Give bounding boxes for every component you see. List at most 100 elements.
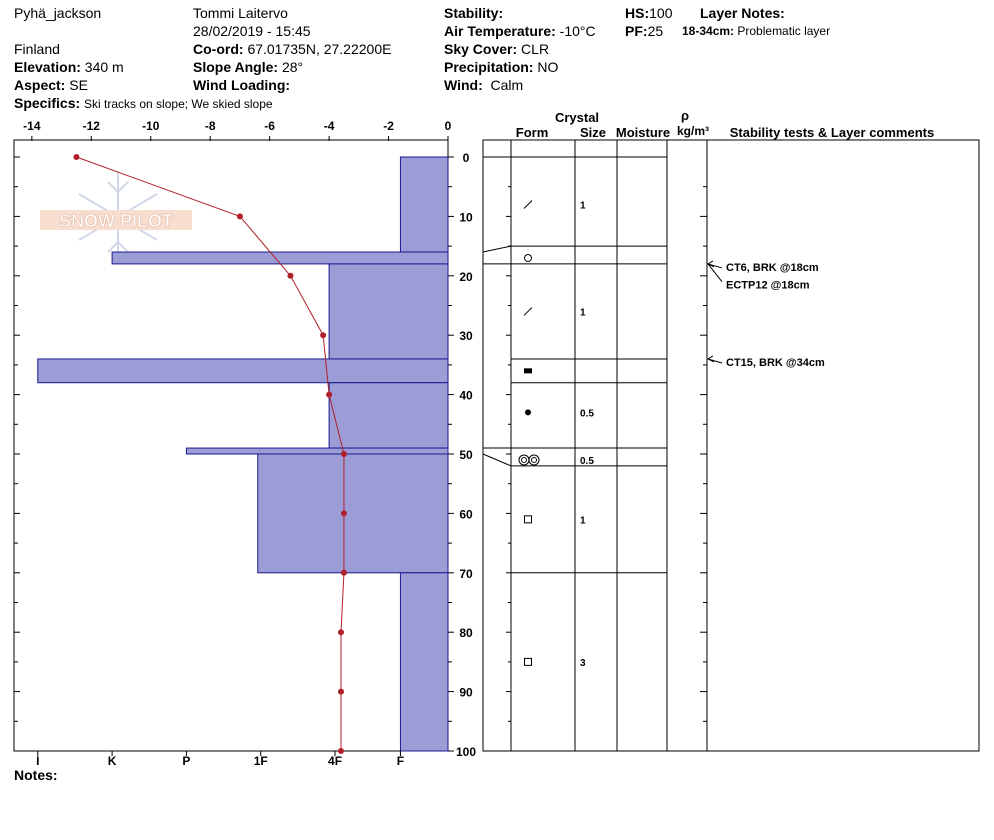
hardness-bar-7	[399, 572, 449, 752]
precip-label: Precipitation:	[444, 59, 534, 75]
hardness-tick-label: 4F	[328, 754, 342, 768]
precipitation: Precipitation: NO	[444, 58, 558, 76]
slope-angle: Slope Angle: 28°	[193, 58, 303, 76]
hardness-bar-3	[37, 358, 449, 384]
crystal-form-double-circle-icon	[518, 454, 540, 466]
depth-tick-label: 90	[459, 686, 473, 700]
crystal-size: 3	[580, 658, 586, 669]
crystal-size: 1	[580, 201, 586, 212]
temperature-profile	[73, 154, 347, 754]
wind-label: Wind:	[444, 77, 483, 93]
test-arrowhead-icon	[706, 355, 715, 363]
crystal-size: 1	[580, 307, 586, 318]
temp-tick-label: -6	[264, 119, 275, 133]
crystal-form-square-icon	[524, 657, 532, 666]
crystal-form-square-icon	[524, 515, 532, 524]
aspect-label: Aspect:	[14, 77, 66, 93]
depth-tick-label: 20	[459, 270, 473, 284]
temp-tick-label: -8	[205, 119, 216, 133]
temperature-point	[340, 451, 347, 457]
observer: Tommi Laitervo	[193, 5, 288, 21]
hardness-bar-0	[399, 156, 449, 253]
layer-table: 1 1 0.5 0.5 1 3 CT6, BRK @18cm ECTP12 @18cm CT15…	[482, 140, 825, 751]
layer-note-range: 18-34cm:	[682, 24, 735, 38]
temp-tick-label: -10	[142, 119, 160, 133]
crystal-form-circle-icon	[524, 253, 532, 262]
aspect-value: SE	[69, 77, 88, 93]
wind-loading: Wind Loading:	[193, 76, 290, 94]
hs: HS:100	[625, 4, 672, 22]
depth-tick-label: 0	[463, 151, 470, 165]
air-temp-label: Air Temperature:	[444, 23, 556, 39]
specifics-value: Ski tracks on slope; We skied slope	[84, 97, 273, 111]
temperature-point	[73, 154, 80, 160]
temp-tick-label: -14	[23, 119, 41, 133]
elevation-label: Elevation:	[14, 59, 81, 75]
coord-label: Co-ord:	[193, 41, 244, 57]
layer-connector	[482, 453, 512, 467]
coordinates: Co-ord: 67.01735N, 27.22200E	[193, 40, 391, 58]
temperature-point	[337, 748, 344, 754]
snowpilot-logo: SNOW PILOT	[40, 172, 192, 262]
stability-test-label: ECTP12 @18cm	[726, 280, 810, 292]
aspect: Aspect: SE	[14, 76, 88, 94]
temperature-point	[287, 272, 294, 279]
logo-text: SNOW PILOT	[59, 211, 173, 231]
temperature-point	[337, 629, 344, 636]
hardness-tick-label: 1F	[254, 754, 268, 768]
temperature-point	[340, 569, 347, 576]
crystal-form-filled-square-icon	[524, 368, 532, 374]
logo-band	[40, 210, 192, 230]
layer-notes-label: Layer Notes:	[700, 5, 785, 21]
crystal-form-slash-icon	[523, 200, 533, 209]
crystal-header: Crystal	[555, 110, 599, 125]
crystal-size: 0.5	[580, 408, 594, 419]
layer-table-frame	[482, 139, 980, 752]
depth-tick-label: 40	[459, 389, 473, 403]
temperature-point	[320, 332, 327, 339]
crystal-form-slash-icon	[523, 307, 533, 316]
elevation: Elevation: 340 m	[14, 58, 124, 76]
sky-cover: Sky Cover: CLR	[444, 40, 549, 58]
hs-label: HS:	[625, 5, 650, 21]
elevation-value: 340 m	[84, 59, 124, 75]
pf-label: PF:	[625, 23, 648, 39]
layer-note-text: Problematic layer	[737, 24, 831, 38]
moisture-header: Moisture	[616, 125, 670, 140]
hardness-bar-6	[257, 453, 449, 574]
test-arrow-line	[707, 263, 723, 283]
temperature-point	[337, 688, 344, 695]
site-name: Pyhä_jackson	[14, 5, 102, 21]
notes: Notes:	[14, 766, 58, 784]
depth-tick-label: 10	[459, 210, 473, 224]
crystal-size: 0.5	[580, 456, 594, 467]
depth-tick-label: 50	[459, 448, 473, 462]
air-temp-value: -10°C	[559, 23, 596, 39]
hardness-tick-label: K	[108, 754, 117, 768]
temperature-point	[326, 391, 333, 398]
crystal-size: 1	[580, 515, 586, 526]
coord-value: 67.01735N, 27.22200E	[247, 41, 392, 57]
form-header: Form	[516, 125, 549, 140]
hardness-bar-1	[111, 251, 449, 265]
depth-tick-label: 60	[459, 507, 473, 521]
notes-label: Notes:	[14, 767, 58, 783]
sky-value: CLR	[521, 41, 550, 57]
density-symbol: ρ	[681, 108, 689, 123]
density-unit: kg/m³	[677, 124, 709, 138]
sky-label: Sky Cover:	[444, 41, 518, 57]
layer-connector	[482, 245, 512, 253]
stability: Stability:	[444, 4, 503, 22]
left-axes: -14 -12 -10 -8 -6 -4 -2 0 0 10 20 30 40 50 60 70 80 90 100…	[14, 119, 476, 768]
datetime: 28/02/2019 - 15:45	[193, 23, 311, 39]
layer-note: 18-34cm: Problematic layer	[682, 22, 830, 40]
air-temperature: Air Temperature: -10°C	[444, 22, 596, 40]
hs-value: 100	[649, 5, 673, 21]
hardness-bar-2	[328, 263, 449, 360]
temp-tick-label: -12	[83, 119, 101, 133]
temp-tick-label: -2	[383, 119, 394, 133]
test-arrowhead-icon	[706, 260, 715, 268]
wind-loading-label: Wind Loading:	[193, 77, 291, 93]
temperature-point	[236, 213, 243, 220]
